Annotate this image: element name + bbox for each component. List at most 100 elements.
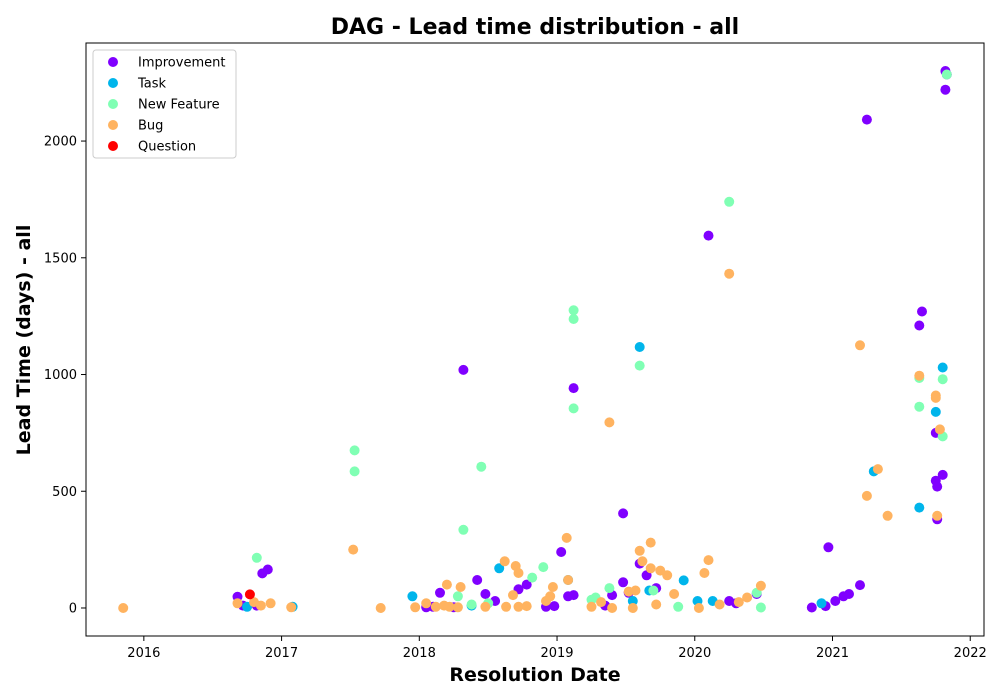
point-improvement <box>262 564 273 575</box>
point-bug <box>348 544 359 555</box>
point-bug <box>932 510 943 521</box>
y-axis-ticks: 0 500 1000 1500 2000 <box>44 135 86 616</box>
point-new-feature <box>604 583 615 594</box>
point-bug <box>508 590 518 601</box>
x-tick-label: 2021 <box>816 646 849 661</box>
point-improvement <box>549 601 560 612</box>
point-bug <box>914 370 925 381</box>
point-bug <box>265 598 276 609</box>
point-improvement <box>703 230 714 241</box>
point-bug <box>861 490 872 501</box>
point-task <box>914 502 925 513</box>
point-task <box>937 362 948 373</box>
point-new-feature <box>568 403 579 414</box>
point-bug <box>547 582 558 592</box>
point-new-feature <box>251 552 262 563</box>
point-new-feature <box>527 572 538 583</box>
point-improvement <box>618 508 629 519</box>
x-tick-label: 2019 <box>540 646 573 661</box>
point-bug <box>586 601 597 612</box>
point-bug <box>934 424 945 435</box>
point-improvement <box>932 481 943 492</box>
point-bug <box>714 599 725 610</box>
point-bug <box>255 600 266 611</box>
point-bug <box>637 556 648 567</box>
y-tick-label: 0 <box>69 601 77 616</box>
point-improvement <box>472 575 483 585</box>
point-new-feature <box>755 602 766 613</box>
point-improvement <box>914 320 925 331</box>
point-bug <box>513 601 524 612</box>
legend-marker-new-feature <box>108 99 118 109</box>
legend-entry: Task <box>137 77 167 92</box>
point-new-feature <box>634 360 645 371</box>
legend-entry: New Feature <box>138 98 220 113</box>
point-improvement <box>844 589 854 599</box>
point-bug <box>872 464 883 475</box>
point-bug <box>882 510 893 521</box>
point-new-feature <box>349 466 360 477</box>
point-bug <box>604 417 615 428</box>
point-question <box>244 589 255 600</box>
point-bug <box>521 601 532 612</box>
point-bug <box>669 589 680 599</box>
point-bug <box>930 392 941 403</box>
point-new-feature <box>568 305 579 316</box>
point-task <box>816 598 827 609</box>
point-improvement <box>568 590 579 601</box>
point-bug <box>627 603 638 613</box>
point-bug <box>441 579 452 590</box>
point-improvement <box>861 114 872 125</box>
point-improvement <box>480 589 491 599</box>
point-bug <box>501 601 512 612</box>
point-new-feature <box>568 314 579 324</box>
point-bug <box>444 601 455 612</box>
point-bug <box>733 597 744 608</box>
point-bug <box>651 599 662 610</box>
point-bug <box>513 568 524 578</box>
point-improvement <box>435 587 445 598</box>
point-bug <box>699 568 710 578</box>
point-improvement <box>458 364 469 375</box>
point-bug <box>630 585 641 596</box>
y-axis-label: Lead Time (days) - all <box>13 225 35 456</box>
legend-marker-improvement <box>108 57 118 67</box>
point-improvement <box>830 596 841 606</box>
point-bug <box>452 602 463 613</box>
point-new-feature <box>673 601 684 612</box>
point-task <box>627 596 638 606</box>
point-improvement <box>917 306 927 317</box>
point-improvement <box>556 547 567 557</box>
point-bug <box>499 556 510 567</box>
point-bug <box>645 537 656 548</box>
point-new-feature <box>648 585 659 596</box>
x-tick-label: 2020 <box>678 646 711 661</box>
point-new-feature <box>349 445 360 456</box>
legend-entry: Improvement <box>138 56 225 71</box>
point-bug <box>563 575 574 585</box>
legend-entry: Bug <box>138 119 163 134</box>
point-new-feature <box>466 599 477 610</box>
point-bug <box>855 340 865 351</box>
point-task <box>407 591 418 602</box>
y-tick-label: 1000 <box>44 368 77 383</box>
point-bug <box>645 563 656 574</box>
point-new-feature <box>458 524 469 535</box>
legend-box <box>92 49 237 159</box>
point-new-feature <box>937 374 948 385</box>
point-bug <box>693 603 704 613</box>
point-bug <box>755 580 766 591</box>
y-tick-label: 2000 <box>44 135 77 150</box>
point-new-feature <box>941 69 952 80</box>
point-bug <box>662 570 673 581</box>
y-tick-label: 1500 <box>44 251 77 266</box>
x-axis-ticks: 2016 2017 2018 2019 2020 2021 2022 <box>127 636 987 661</box>
point-bug <box>232 598 243 609</box>
point-improvement <box>618 577 629 588</box>
point-bug <box>430 601 441 612</box>
plot-area <box>85 42 985 637</box>
y-tick-label: 500 <box>52 485 77 500</box>
point-bug <box>118 603 129 613</box>
point-bug <box>286 602 297 613</box>
